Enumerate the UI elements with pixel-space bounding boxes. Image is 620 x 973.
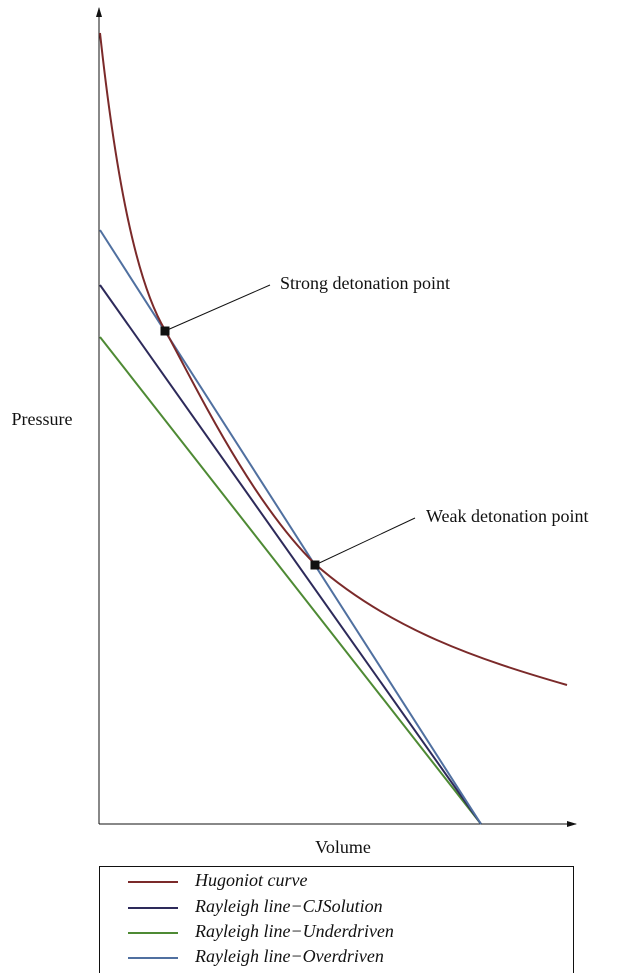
annotation: Weak detonation point <box>426 506 589 526</box>
leader-line <box>164 284 271 332</box>
weak-point <box>310 560 320 570</box>
annotation: Strong detonation point <box>280 273 450 293</box>
hugoniot-curve <box>99 32 568 686</box>
y-axis-label: Pressure <box>12 409 73 429</box>
x-axis-label: Volume <box>315 837 371 857</box>
overdriven-line <box>99 229 482 825</box>
legend-label: Rayleigh line−Underdriven <box>194 921 394 941</box>
leader-line <box>314 517 416 566</box>
cj-line <box>99 284 482 825</box>
legend-label: Rayleigh line−CJSolution <box>194 896 383 916</box>
legend-label: Hugoniot curve <box>194 870 307 890</box>
underdriven-line <box>99 336 482 825</box>
legend-label: Rayleigh line−Overdriven <box>194 946 384 966</box>
legend-box <box>99 866 574 973</box>
strong-point <box>160 326 170 336</box>
